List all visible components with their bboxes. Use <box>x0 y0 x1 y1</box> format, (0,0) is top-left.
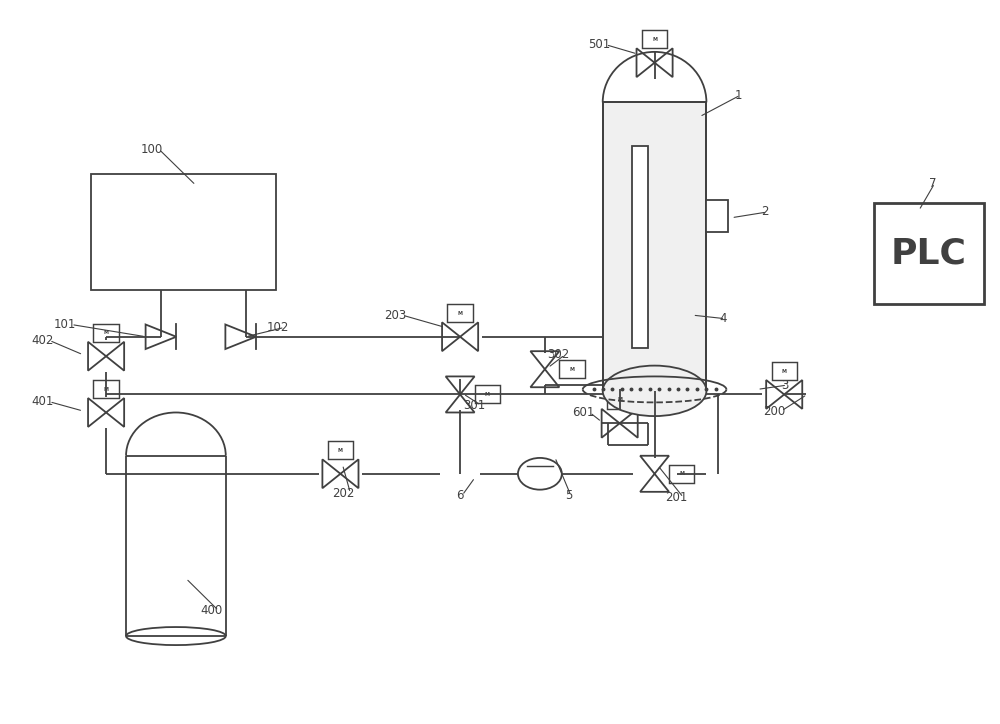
Text: 1: 1 <box>734 88 742 101</box>
Text: 100: 100 <box>141 143 163 156</box>
Text: 203: 203 <box>384 308 407 321</box>
Text: M: M <box>617 397 622 403</box>
Text: 202: 202 <box>332 487 355 500</box>
Text: 301: 301 <box>463 399 485 412</box>
Text: M: M <box>104 330 109 335</box>
Bar <box>706 200 728 232</box>
Bar <box>669 465 694 483</box>
Text: M: M <box>679 471 684 476</box>
Bar <box>475 385 500 403</box>
Text: M: M <box>338 448 343 452</box>
Bar <box>559 361 585 378</box>
Text: 400: 400 <box>201 605 223 618</box>
Text: 102: 102 <box>267 321 289 334</box>
Bar <box>328 442 353 459</box>
Text: 101: 101 <box>53 318 76 331</box>
Bar <box>93 380 119 398</box>
Bar <box>603 102 706 391</box>
Circle shape <box>518 458 562 489</box>
Text: M: M <box>782 369 787 374</box>
Bar <box>772 362 797 380</box>
Text: 200: 200 <box>763 405 786 418</box>
Text: 6: 6 <box>456 489 464 502</box>
Ellipse shape <box>603 366 706 416</box>
Bar <box>447 304 473 322</box>
Text: 501: 501 <box>588 38 610 51</box>
Text: 2: 2 <box>761 206 769 219</box>
Text: 201: 201 <box>666 491 688 504</box>
Text: M: M <box>652 37 657 42</box>
Text: 7: 7 <box>929 177 936 190</box>
Bar <box>874 203 984 304</box>
Text: 401: 401 <box>31 395 54 408</box>
Text: 5: 5 <box>565 489 572 502</box>
Bar <box>93 324 119 342</box>
Text: 601: 601 <box>572 406 594 419</box>
Text: 3: 3 <box>781 379 789 392</box>
Bar <box>642 30 667 49</box>
Text: PLC: PLC <box>891 237 967 271</box>
Bar <box>91 174 276 290</box>
Text: 402: 402 <box>31 334 54 347</box>
Text: M: M <box>104 387 109 392</box>
Text: M: M <box>485 392 490 397</box>
Text: M: M <box>569 367 574 371</box>
Text: 4: 4 <box>719 312 727 325</box>
Bar <box>607 391 632 409</box>
Ellipse shape <box>126 627 226 645</box>
Text: 302: 302 <box>547 348 569 361</box>
Bar <box>632 146 648 348</box>
Text: M: M <box>458 311 463 316</box>
